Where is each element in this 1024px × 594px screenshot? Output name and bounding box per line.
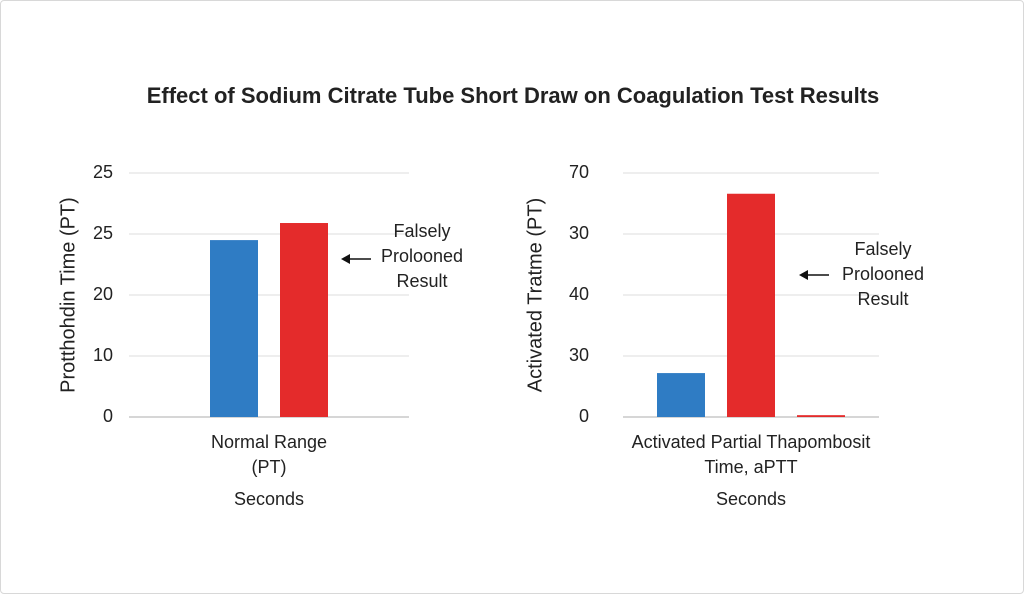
annotation: Result bbox=[396, 271, 447, 291]
y-tick-label: 0 bbox=[103, 406, 113, 426]
annotation: Falsely bbox=[854, 239, 911, 259]
y-tick-label: 20 bbox=[93, 284, 113, 304]
x-tick-label: (PT) bbox=[252, 457, 287, 477]
annotation: Prolooned bbox=[381, 246, 463, 266]
x-axis-title: Seconds bbox=[716, 489, 786, 509]
bar bbox=[210, 240, 258, 417]
annotation-arrowhead bbox=[341, 254, 350, 264]
annotation: Prolooned bbox=[842, 264, 924, 284]
y-axis-title: Activated Tratme (PT) bbox=[524, 198, 546, 393]
x-axis-title: Seconds bbox=[234, 489, 304, 509]
bar bbox=[727, 193, 775, 417]
y-tick-label: 25 bbox=[93, 223, 113, 243]
y-tick-label: 70 bbox=[569, 162, 589, 182]
annotation-arrowhead bbox=[799, 270, 808, 280]
y-tick-label: 25 bbox=[93, 162, 113, 182]
bar bbox=[657, 373, 705, 417]
bar bbox=[280, 223, 328, 417]
y-tick-label: 30 bbox=[569, 345, 589, 365]
annotation: Falsely bbox=[393, 221, 450, 241]
x-tick-label: Normal Range bbox=[211, 432, 327, 452]
x-tick-label: Activated Partial Thapombosit bbox=[632, 432, 871, 452]
chart-title: Effect of Sodium Citrate Tube Short Draw… bbox=[147, 83, 880, 108]
y-tick-label: 0 bbox=[579, 406, 589, 426]
annotation: Result bbox=[857, 289, 908, 309]
bar bbox=[797, 415, 845, 417]
y-tick-label: 40 bbox=[569, 284, 589, 304]
y-tick-label: 30 bbox=[569, 223, 589, 243]
y-tick-label: 10 bbox=[93, 345, 113, 365]
y-axis-title: Protthohdin Time (PT) bbox=[57, 197, 79, 393]
x-tick-label: Time, aPTT bbox=[704, 457, 797, 477]
